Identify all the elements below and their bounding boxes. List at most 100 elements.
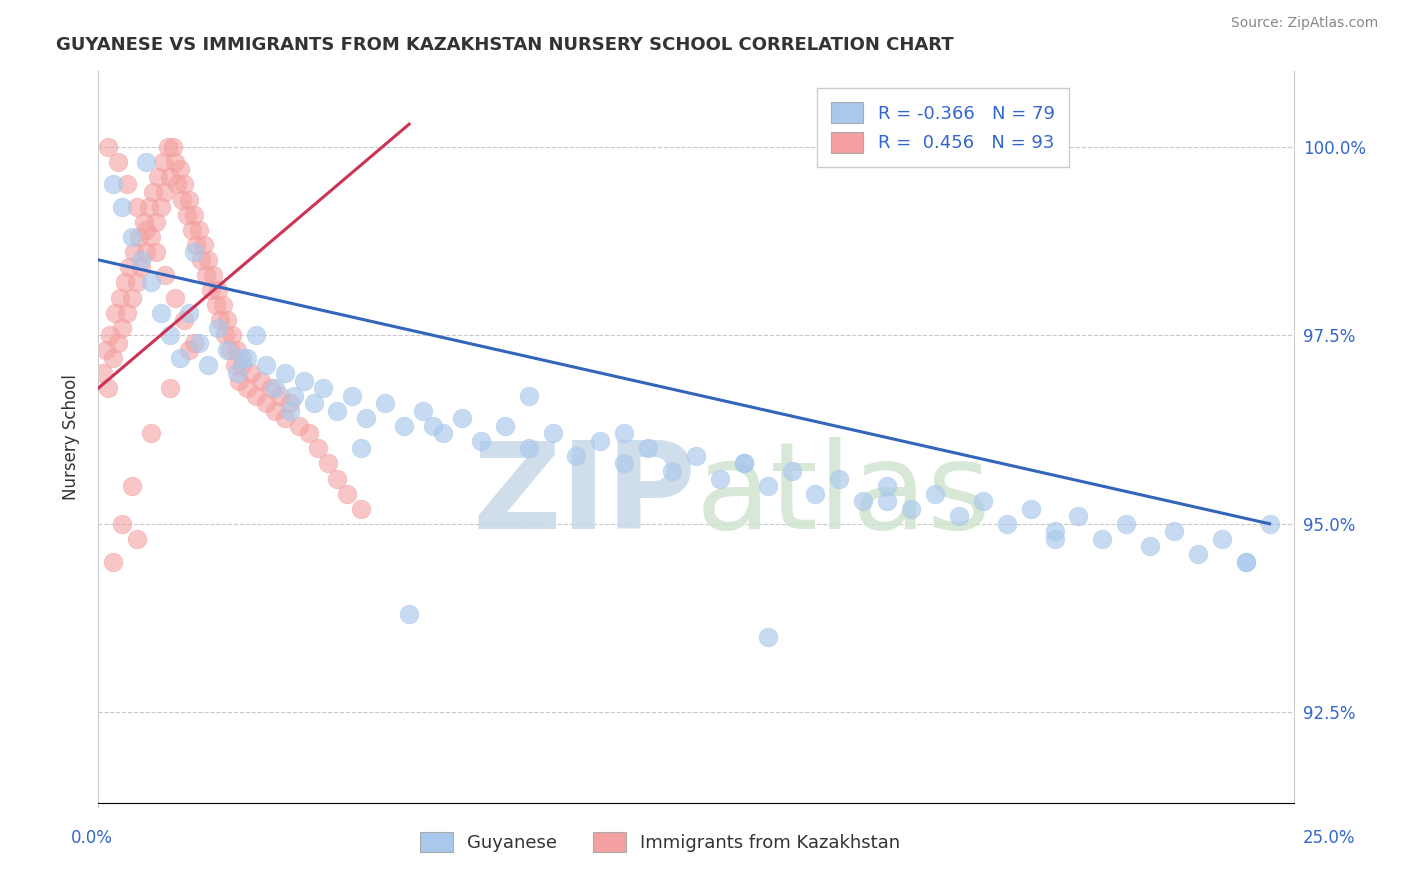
Point: [780, 464, 803, 478]
Point: [589, 434, 612, 448]
Point: [125, 532, 148, 546]
Point: [613, 457, 636, 471]
Point: [132, 215, 155, 229]
Point: [111, 516, 134, 531]
Point: [709, 471, 731, 485]
Point: [1091, 532, 1114, 546]
Point: [1043, 524, 1066, 539]
Point: [852, 494, 875, 508]
Point: [149, 200, 172, 214]
Point: [101, 554, 124, 568]
Point: [163, 291, 186, 305]
Point: [828, 471, 851, 485]
Point: [326, 471, 349, 485]
Point: [278, 396, 301, 410]
Point: [152, 154, 174, 169]
Point: [131, 252, 153, 267]
Point: [302, 396, 325, 410]
Point: [245, 328, 267, 343]
Point: [876, 479, 898, 493]
Point: [200, 283, 222, 297]
Point: [219, 343, 242, 358]
Point: [374, 396, 396, 410]
Point: [1187, 547, 1209, 561]
Point: [94, 343, 117, 358]
Point: [274, 411, 297, 425]
Point: [183, 335, 205, 350]
Point: [207, 283, 229, 297]
Point: [1067, 509, 1090, 524]
Point: [202, 268, 225, 282]
Point: [145, 245, 167, 260]
Point: [207, 320, 229, 334]
Point: [197, 359, 219, 373]
Point: [169, 351, 191, 365]
Point: [135, 223, 157, 237]
Point: [97, 140, 120, 154]
Y-axis label: Nursery School: Nursery School: [62, 374, 80, 500]
Point: [193, 237, 215, 252]
Point: [139, 230, 162, 244]
Point: [307, 442, 329, 456]
Point: [173, 313, 195, 327]
Point: [138, 200, 160, 214]
Point: [101, 178, 124, 192]
Point: [142, 185, 165, 199]
Point: [228, 374, 250, 388]
Point: [159, 328, 181, 343]
Point: [756, 479, 779, 493]
Point: [274, 366, 297, 380]
Point: [1234, 554, 1257, 568]
Point: [292, 374, 315, 388]
Point: [214, 328, 236, 343]
Point: [995, 516, 1018, 531]
Text: ZIP: ZIP: [472, 437, 696, 554]
Point: [107, 335, 129, 350]
Point: [924, 486, 946, 500]
Point: [125, 276, 148, 290]
Point: [1163, 524, 1185, 539]
Point: [661, 464, 683, 478]
Point: [1211, 532, 1233, 546]
Point: [1258, 516, 1281, 531]
Point: [183, 245, 205, 260]
Point: [637, 442, 659, 456]
Point: [98, 328, 122, 343]
Point: [155, 185, 177, 199]
Point: [972, 494, 994, 508]
Point: [340, 389, 363, 403]
Point: [121, 230, 143, 244]
Text: atlas: atlas: [696, 437, 991, 554]
Point: [91, 366, 114, 380]
Point: [450, 411, 472, 425]
Point: [350, 501, 373, 516]
Legend: Guyanese, Immigrants from Kazakhstan: Guyanese, Immigrants from Kazakhstan: [413, 824, 907, 860]
Point: [900, 501, 922, 516]
Point: [118, 260, 141, 275]
Point: [1115, 516, 1137, 531]
Point: [298, 426, 321, 441]
Point: [1019, 501, 1042, 516]
Point: [97, 381, 120, 395]
Point: [1139, 540, 1161, 554]
Point: [235, 381, 257, 395]
Point: [231, 351, 253, 365]
Point: [422, 418, 444, 433]
Point: [211, 298, 233, 312]
Point: [114, 276, 136, 290]
Point: [685, 449, 707, 463]
Point: [139, 426, 162, 441]
Point: [190, 252, 212, 267]
Point: [187, 335, 209, 350]
Point: [312, 381, 335, 395]
Point: [254, 396, 277, 410]
Point: [169, 162, 191, 177]
Point: [104, 306, 127, 320]
Point: [159, 381, 181, 395]
Point: [135, 245, 157, 260]
Point: [176, 208, 198, 222]
Point: [101, 351, 124, 365]
Point: [350, 442, 373, 456]
Point: [111, 200, 134, 214]
Point: [107, 154, 129, 169]
